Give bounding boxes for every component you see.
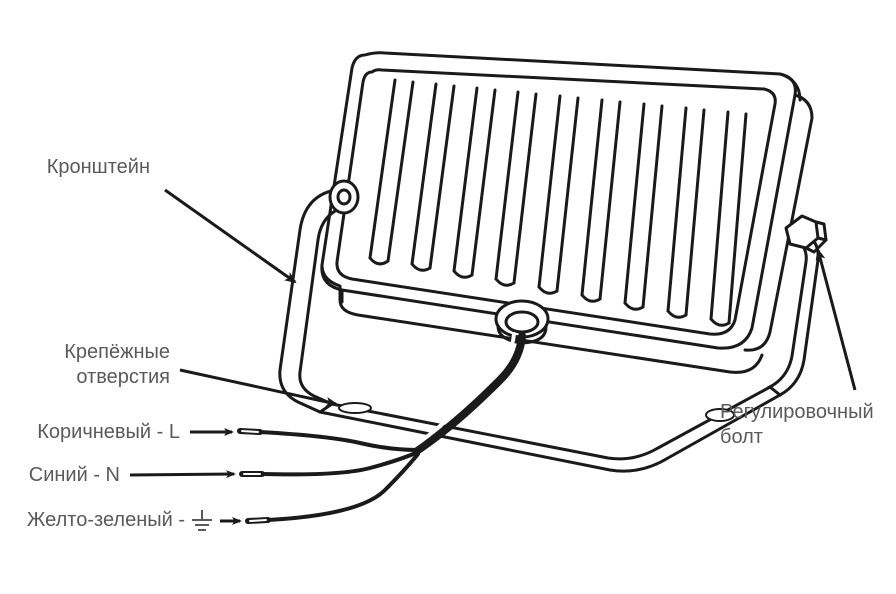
label-wire-yellow-green: Желто-зеленый -: [0, 508, 185, 533]
callout-arrows: [130, 190, 855, 521]
ground-symbol-icon: [192, 510, 212, 530]
label-wire-blue: Синий - N: [0, 463, 120, 488]
label-wire-brown: Коричневый - L: [0, 420, 180, 445]
diagram-canvas: Кронштейн Крепёжные отверстия Коричневый…: [0, 0, 896, 594]
label-adjust-bolt: Регулировочный болт: [720, 400, 896, 450]
floodlight-diagram-svg: [0, 0, 896, 594]
label-bracket: Кронштейн: [10, 155, 150, 180]
label-mounting-holes: Крепёжные отверстия: [10, 340, 170, 390]
floodlight-body: [322, 53, 812, 373]
